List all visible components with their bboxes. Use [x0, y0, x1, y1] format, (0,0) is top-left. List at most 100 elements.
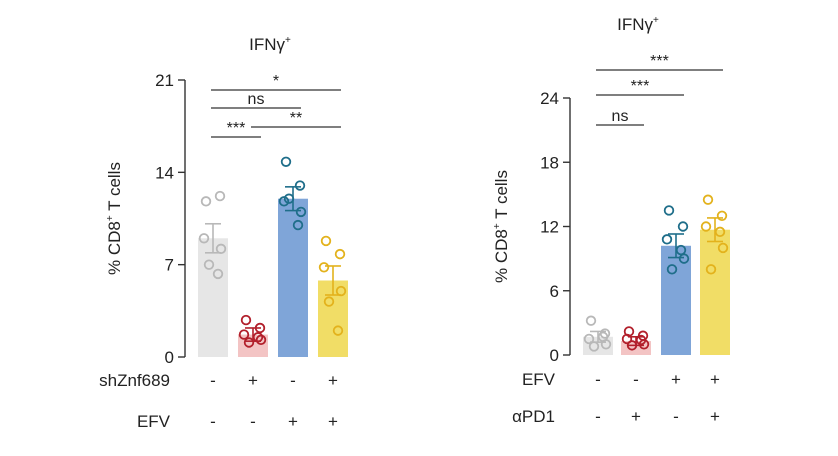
y-tick-label: 0 [550, 346, 559, 365]
y-axis-label-text: % CD8 [492, 229, 511, 283]
condition-sign: - [210, 371, 216, 390]
data-point [318, 262, 330, 273]
data-point [335, 285, 347, 297]
data-point [214, 190, 226, 202]
data-point [717, 242, 729, 254]
y-axis-label-superscript: + [105, 215, 116, 221]
condition-sign: - [673, 407, 679, 426]
condition-label: EFV [137, 412, 171, 431]
data-point [675, 244, 687, 256]
bar-ctrl [198, 238, 228, 357]
condition-sign: - [595, 407, 601, 426]
data-point [677, 221, 689, 232]
bar-efv-pd1 [700, 229, 730, 355]
significance-label: ns [248, 91, 265, 108]
significance-label: ** [290, 110, 302, 127]
condition-sign: - [250, 412, 256, 431]
significance-label: *** [631, 78, 650, 95]
data-point [705, 264, 717, 275]
data-point [332, 325, 344, 336]
bar-efv [661, 245, 691, 355]
data-point [320, 235, 332, 247]
y-axis-label-suffix: T cells [105, 162, 124, 215]
data-point [597, 331, 609, 342]
condition-sign: + [710, 407, 720, 426]
data-point [283, 193, 295, 204]
condition-sign: + [288, 412, 298, 431]
data-point [585, 315, 597, 326]
condition-sign: - [210, 412, 216, 431]
y-tick-label: 6 [550, 282, 559, 301]
data-point [702, 194, 714, 205]
data-point [255, 334, 267, 346]
y-axis-label: % CD8+ T cells [105, 162, 124, 275]
data-point [663, 205, 675, 216]
y-tick-label: 0 [165, 348, 174, 367]
significance-label: *** [227, 120, 246, 137]
data-point [621, 333, 633, 345]
data-point [252, 332, 264, 343]
condition-sign: + [328, 371, 338, 390]
y-tick-label: 18 [540, 153, 559, 172]
y-tick-label: 14 [155, 163, 174, 182]
chart-title: IFNγ+ [249, 35, 291, 54]
data-point [294, 180, 306, 191]
data-point [295, 206, 307, 218]
data-point [203, 259, 215, 270]
data-point [292, 219, 304, 231]
significance-label: *** [650, 53, 669, 70]
data-point [278, 196, 290, 207]
condition-sign: - [633, 370, 639, 389]
condition-sign: - [595, 370, 601, 389]
data-point [661, 234, 673, 245]
condition-sign: + [631, 407, 641, 426]
y-tick-label: 12 [540, 218, 559, 237]
data-point [716, 210, 728, 221]
data-point [678, 253, 690, 264]
condition-sign: - [290, 371, 296, 390]
data-point [714, 226, 726, 238]
significance-label: ns [612, 108, 629, 125]
data-point [240, 314, 252, 326]
condition-label: αPD1 [512, 407, 555, 426]
condition-label: shZnf689 [99, 371, 170, 390]
data-point [323, 296, 335, 307]
data-point [198, 233, 210, 244]
condition-sign: + [248, 371, 258, 390]
y-tick-label: 24 [540, 89, 559, 108]
data-point [200, 196, 212, 207]
y-axis-label-text: % CD8 [105, 221, 124, 275]
y-axis-label-superscript: + [492, 223, 503, 229]
condition-label: EFV [522, 370, 556, 389]
data-point [588, 341, 600, 352]
y-axis-label: % CD8+ T cells [492, 170, 511, 283]
significance-label: * [273, 73, 279, 90]
chart-title-text: IFNγ [617, 15, 653, 34]
bar-efv [278, 198, 308, 357]
condition-sign: + [710, 370, 720, 389]
data-point [334, 248, 346, 260]
chart-title-superscript: + [285, 35, 291, 46]
chart-title: IFNγ+ [617, 15, 659, 34]
data-point [635, 334, 647, 346]
y-tick-label: 7 [165, 256, 174, 275]
chart-title-text: IFNγ [249, 35, 285, 54]
data-point [243, 337, 255, 348]
condition-sign: + [671, 370, 681, 389]
data-point [666, 264, 678, 275]
y-tick-label: 21 [155, 71, 174, 90]
data-point [626, 340, 638, 351]
data-point [238, 329, 250, 340]
y-axis-label-suffix: T cells [492, 170, 511, 223]
data-point [254, 322, 266, 334]
data-point [583, 333, 595, 345]
data-point [280, 156, 292, 167]
data-point [215, 243, 227, 255]
data-point [700, 221, 712, 232]
data-point [212, 268, 224, 280]
condition-sign: + [328, 412, 338, 431]
chart-title-superscript: + [653, 15, 659, 26]
